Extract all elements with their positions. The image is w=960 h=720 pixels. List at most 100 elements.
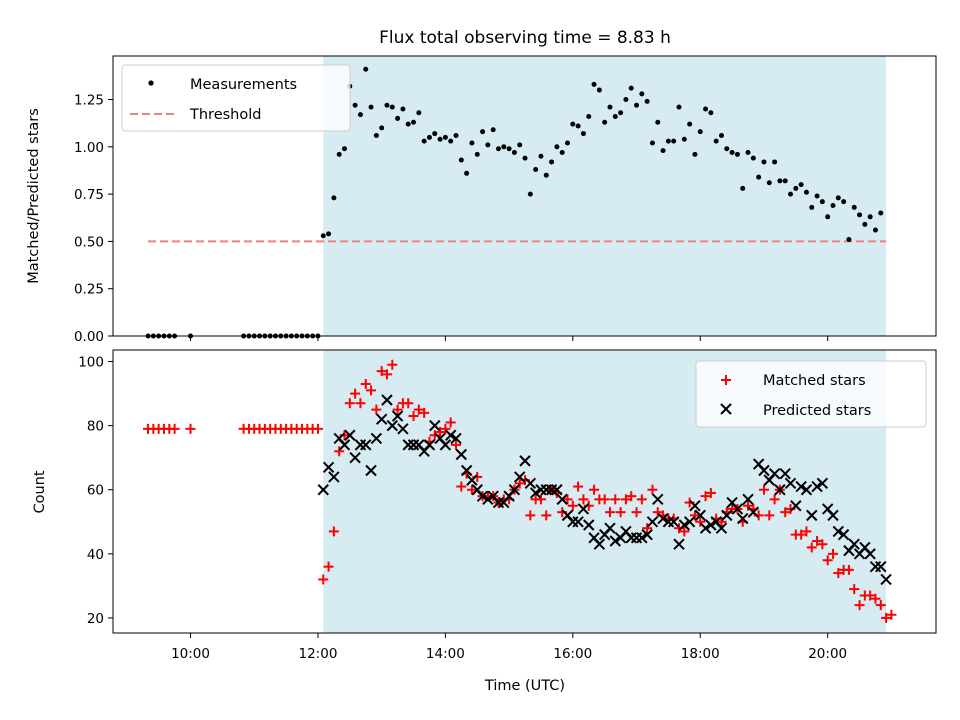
predicted-star-point [429,419,441,432]
measurement-point [660,148,666,154]
predicted-star-point [880,573,892,586]
measurement-point [612,114,618,120]
chart-title: Flux total observing time = 8.83 h [379,28,671,48]
matched-star-point [796,529,807,540]
legend-matched-marker [721,375,731,385]
predicted-star-point [349,451,361,464]
matched-star-point [695,516,706,527]
x-tick-label: 10:00 [171,646,210,662]
measurement-point [718,132,724,138]
matched-star-point [652,507,663,518]
measurement-point [342,146,348,152]
legend-predicted-marker [720,403,732,415]
matched-star-point [849,584,860,595]
measurement-point [389,104,395,110]
bottom-y-tick-label: 80 [87,419,104,435]
counts-layer [143,359,897,623]
predicted-star-point [338,439,351,451]
matched-star-point [344,398,355,409]
measurement-point [798,182,804,188]
measurement-point [708,110,714,116]
predicted-star-point [556,493,568,506]
predicted-star-point [790,500,802,512]
matched-star-point [535,494,546,505]
matched-star-point [318,574,329,585]
measurement-point [580,131,586,137]
predicted-star-point [747,506,760,518]
predicted-star-point [476,490,489,502]
matched-star-point [822,555,833,566]
matched-star-point [456,481,467,492]
predicted-star-point [758,464,770,477]
predicted-star-point [460,464,473,477]
measurement-point [453,132,459,138]
matched-star-point [636,494,647,505]
predicted-star-point [646,516,659,528]
measurement-point [788,191,794,197]
predicted-star-point [391,410,404,422]
predicted-star-point [604,522,616,534]
predicted-star-point [572,516,584,528]
predicted-star-point [737,512,749,525]
matched-star-point [541,510,552,521]
measurement-point [543,172,549,178]
measurement-point [357,112,363,118]
measurement-point [416,110,422,116]
predicted-star-point [444,429,457,441]
predicted-star-point [779,468,791,480]
matched-star-point [355,398,366,409]
matched-star-point [631,507,642,518]
matched-star-point [604,507,615,518]
matched-star-point [371,404,382,415]
bottom-legend: Matched stars Predicted stars [695,360,927,428]
matched-star-point [387,359,398,370]
measurement-point [448,138,454,144]
measurement-point [766,180,772,186]
matched-star-point [413,404,424,415]
measurement-point [782,178,788,184]
matched-star-point [743,500,754,511]
matched-star-point [626,491,637,502]
matched-star-point [881,612,892,623]
matched-star-point [716,516,727,527]
predicted-star-point [832,525,845,538]
measurement-point [320,233,326,239]
predicted-star-point [667,516,680,528]
measurement-point [676,104,682,110]
measurement-point [687,121,693,127]
measurement-point [511,149,517,155]
predicted-star-point [678,519,691,531]
measurement-point [490,127,496,133]
matched-star-point [647,484,658,495]
matched-star-point [419,407,430,418]
measurement-point [777,178,783,184]
top-y-tick-label: 1.00 [74,140,104,156]
predicted-star-point [694,509,706,522]
measurement-point [692,151,698,157]
matched-star-point [769,494,780,505]
predicted-star-point [524,477,537,490]
measurement-point [442,134,448,140]
matched-star-point [323,561,334,572]
predicted-star-point [381,394,393,406]
predicted-star-point [784,477,797,490]
predicted-star-point [673,538,685,550]
measurement-point [649,140,655,146]
matched-star-point [812,536,823,547]
x-tick-label: 20:00 [808,646,847,662]
predicted-star-point [593,538,606,550]
predicted-star-point [721,509,733,522]
matched-star-point [589,484,600,495]
measurement-point [697,129,703,135]
measurement-point [803,189,809,195]
measurement-point [384,102,390,108]
measurement-point [570,121,576,127]
predicted-star-point [689,500,701,512]
predicted-star-point [514,471,526,483]
matched-star-point [700,491,711,502]
matched-star-point [376,366,387,377]
measurement-point [618,110,624,116]
measurement-point [793,185,799,191]
measurement-point [575,123,581,129]
measurement-point [846,237,852,243]
